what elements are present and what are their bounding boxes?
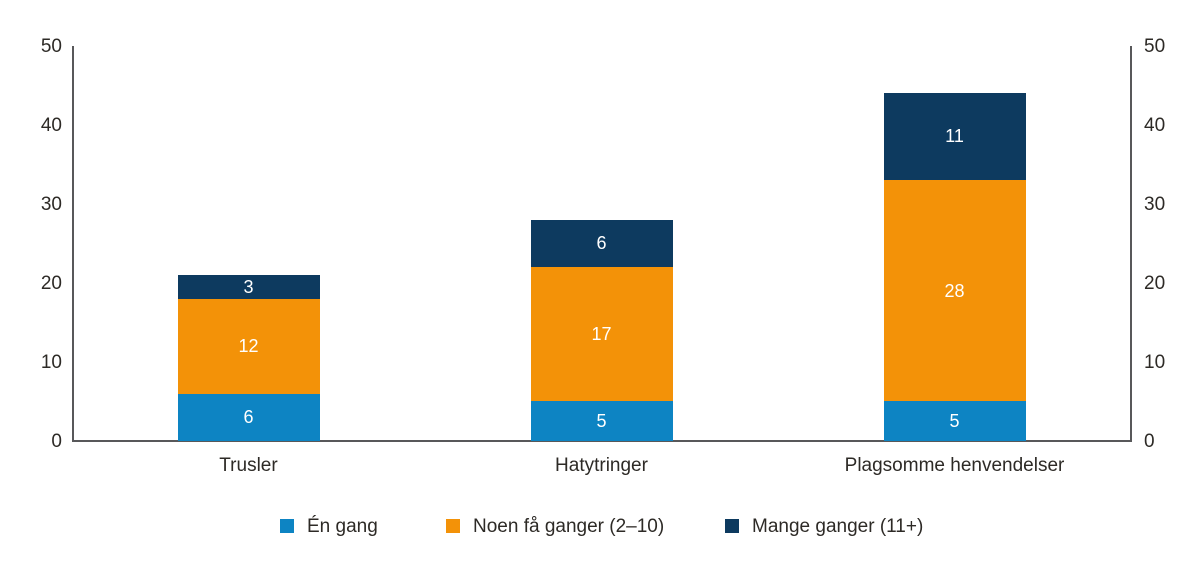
y-tick-label-left: 0 <box>51 431 62 452</box>
bar-value-label: 6 <box>596 233 607 254</box>
bar-segment: 6 <box>177 393 320 441</box>
bar-segment: 12 <box>177 298 320 394</box>
bar-segment: 11 <box>883 92 1026 180</box>
bar-segment: 3 <box>177 274 320 299</box>
y-tick-label-left: 40 <box>40 114 62 136</box>
legend-swatch-navy <box>725 519 739 533</box>
legend-label: Mange ganger (11+) <box>752 515 924 537</box>
legend-item-noen-fa-ganger: Noen få ganger (2–10) <box>446 512 664 540</box>
legend-label: Noen få ganger (2–10) <box>473 515 665 537</box>
bar-value-label: 3 <box>243 276 254 297</box>
legend-label: Én gang <box>307 515 378 537</box>
y-tick-label-left: 50 <box>40 35 62 57</box>
y-tick-label-right: 40 <box>1144 114 1166 136</box>
bar-value-label: 28 <box>944 280 965 301</box>
bar-segment: 5 <box>530 401 673 441</box>
x-axis-label: Plagsomme henvendelser <box>844 455 1065 476</box>
bar-value-label: 11 <box>945 126 964 147</box>
y-axis-line-right <box>1130 46 1132 441</box>
legend-item-en-gang: Én gang <box>280 512 378 540</box>
y-tick-label-right: 50 <box>1144 35 1166 57</box>
x-axis-baseline <box>72 440 1132 442</box>
bar-value-label: 12 <box>238 336 259 357</box>
bar-segment: 5 <box>883 401 1026 441</box>
x-axis-label: Trusler <box>219 455 278 476</box>
bar-value-label: 17 <box>591 324 612 345</box>
bar-segment: 6 <box>530 219 673 267</box>
y-tick-label-right: 30 <box>1144 193 1166 215</box>
bar-value-label: 6 <box>243 407 254 428</box>
bar-segment: 28 <box>883 179 1026 402</box>
x-axis-label: Hatytringer <box>555 455 648 476</box>
y-tick-label-left: 10 <box>40 351 62 373</box>
legend-item-mange-ganger: Mange ganger (11+) <box>725 512 923 540</box>
y-tick-label-left: 30 <box>40 193 62 215</box>
bar-value-label: 5 <box>949 411 960 432</box>
y-tick-label-left: 20 <box>40 272 62 294</box>
legend-swatch-orange <box>446 519 460 533</box>
bar-segment: 17 <box>530 266 673 402</box>
y-tick-label-right: 20 <box>1144 272 1166 294</box>
y-tick-label-right: 10 <box>1144 351 1166 373</box>
y-tick-label-right: 0 <box>1144 431 1155 452</box>
bar-value-label: 5 <box>596 411 607 432</box>
legend-swatch-blue <box>280 519 294 533</box>
y-axis-line-left <box>72 46 74 441</box>
